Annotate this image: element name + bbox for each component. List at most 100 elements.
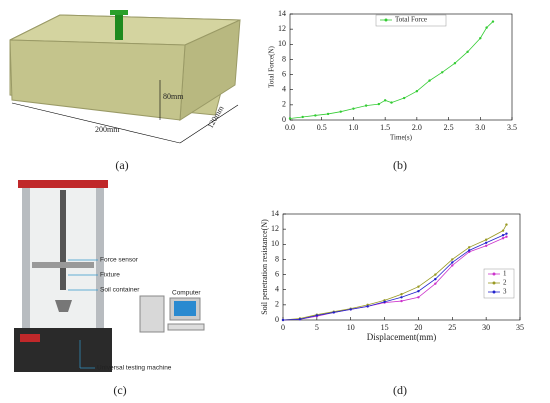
label: Computer — [172, 290, 201, 297]
x-tick-label: 5 — [315, 323, 319, 332]
y-tick-label: 6 — [275, 269, 279, 278]
x-tick-label: 10 — [347, 323, 355, 332]
data-point — [352, 107, 355, 110]
y-tick-label: 10 — [278, 39, 286, 48]
y-tick-label: 8 — [275, 254, 279, 263]
data-point — [417, 285, 420, 288]
data-point — [298, 318, 302, 321]
data-point — [505, 232, 508, 235]
data-point — [400, 296, 403, 299]
x-tick-label: 0 — [281, 323, 285, 332]
data-point — [451, 261, 454, 264]
data-point — [484, 244, 488, 247]
data-point — [339, 110, 342, 113]
label: Fixture — [100, 272, 120, 279]
x-tick-label: 20 — [414, 323, 422, 332]
data-point — [314, 114, 317, 117]
data-point — [315, 314, 319, 317]
x-tick-label: 0.5 — [317, 123, 327, 132]
label: Force sensor — [100, 257, 139, 264]
plot-frame — [289, 13, 513, 121]
x-tick-label: 30 — [482, 323, 490, 332]
legend-box — [483, 268, 515, 299]
width-label: 200mm — [95, 125, 120, 134]
caption: (a) — [115, 158, 128, 172]
y-tick-label: 0 — [282, 115, 286, 124]
x-tick-label: 15 — [381, 323, 389, 332]
x-tick-label: 2.5 — [444, 123, 454, 132]
data-point — [434, 282, 437, 285]
x-axis-label: Displacement(mm) — [367, 332, 436, 342]
data-point — [400, 299, 403, 303]
y-tick-label: 2 — [282, 100, 286, 109]
data-point — [326, 112, 330, 116]
data-point — [479, 37, 482, 40]
y-tick-label: 14 — [271, 209, 279, 218]
y-tick-label: 4 — [275, 285, 279, 294]
data-point — [383, 300, 386, 304]
x-tick-label: 2.0 — [412, 123, 422, 132]
data-point — [364, 104, 368, 107]
legend-marker — [492, 281, 496, 285]
data-line — [282, 224, 507, 321]
data-point — [377, 102, 380, 106]
data-point — [301, 115, 304, 119]
height-label: 80mm — [163, 92, 184, 101]
data-point — [281, 318, 285, 322]
data-point — [466, 50, 469, 54]
data-point — [505, 235, 508, 238]
y-tick-label: 4 — [282, 85, 286, 94]
data-point — [468, 249, 471, 252]
data-point — [383, 99, 387, 102]
y-axis-label: Total Force(N) — [268, 45, 276, 87]
data-point — [501, 237, 505, 240]
x-axis-label: Time(s) — [390, 134, 413, 142]
legend-label: 1 — [503, 270, 507, 278]
data-line — [282, 233, 507, 321]
y-tick-label: 2 — [275, 300, 279, 309]
data-point — [485, 26, 488, 29]
data-point — [453, 62, 457, 65]
data-point — [484, 241, 488, 244]
data-point — [288, 117, 292, 120]
data-point — [417, 290, 420, 293]
x-tick-label: 35 — [516, 323, 524, 332]
data-point — [468, 246, 471, 249]
y-tick-label: 12 — [271, 224, 279, 233]
caption: (d) — [393, 383, 407, 397]
legend-box — [375, 14, 447, 27]
x-tick-label: 0.0 — [285, 123, 295, 132]
legend-marker — [492, 290, 496, 294]
y-tick-label: 14 — [278, 9, 286, 18]
legend-label: Total Force — [395, 16, 427, 24]
x-tick-label: 1.5 — [380, 123, 390, 132]
data-point — [505, 223, 508, 226]
data-point — [417, 296, 420, 299]
x-tick-label: 1.0 — [348, 123, 358, 132]
data-point — [451, 258, 454, 261]
caption: (b) — [393, 158, 407, 172]
data-point — [349, 308, 352, 311]
y-tick-label: 8 — [282, 54, 286, 63]
data-point — [402, 96, 406, 100]
y-tick-label: 0 — [275, 315, 279, 324]
y-tick-label: 6 — [282, 69, 286, 78]
data-line — [289, 21, 494, 119]
data-line — [282, 236, 507, 321]
data-point — [366, 305, 369, 308]
label: Universal testing machine — [97, 365, 172, 372]
data-point — [415, 90, 419, 93]
y-tick-label: 12 — [278, 24, 286, 33]
legend-label: 3 — [503, 288, 507, 296]
data-point — [451, 264, 454, 267]
data-point — [501, 229, 505, 232]
y-tick-label: 10 — [271, 239, 279, 248]
data-point — [390, 101, 393, 104]
x-tick-label: 3.0 — [475, 123, 485, 132]
legend-label: 2 — [503, 279, 507, 287]
data-point — [441, 71, 444, 74]
x-tick-label: 25 — [448, 323, 456, 332]
data-point — [332, 311, 335, 314]
data-point — [484, 238, 488, 241]
